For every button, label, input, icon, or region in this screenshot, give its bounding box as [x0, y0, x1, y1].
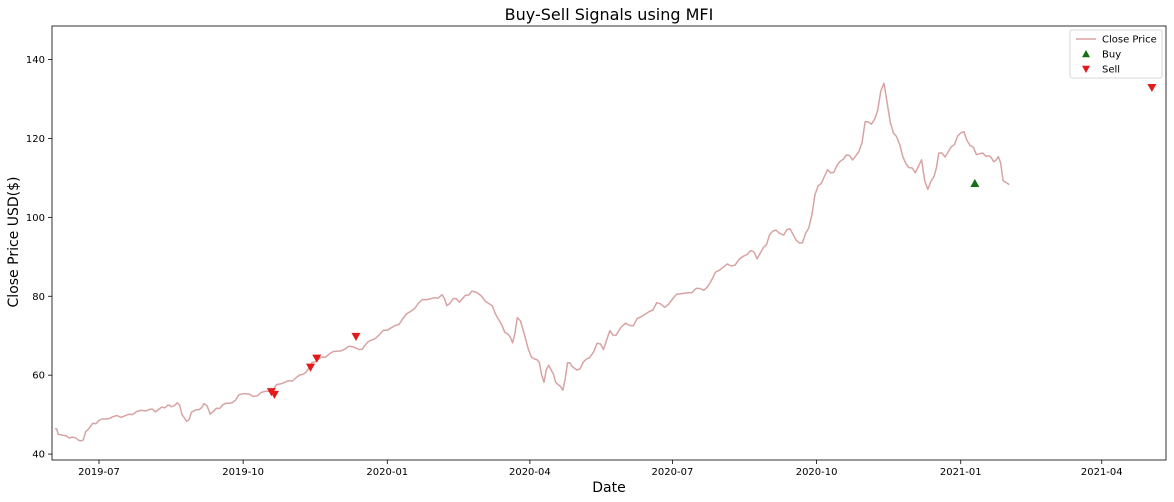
x-tick-label: 2020-01 — [366, 467, 408, 478]
y-axis-title: Close Price USD($) — [6, 177, 22, 308]
x-tick-label: 2020-10 — [796, 467, 838, 478]
y-tick-label: 100 — [26, 213, 45, 224]
legend-label: Sell — [1102, 65, 1120, 76]
y-axis: 40 60 80 100 120 140 — [26, 55, 52, 461]
y-tick-label: 60 — [32, 371, 45, 382]
x-axis: 2019-07 2019-10 2020-01 2020-04 2020-07 2020-… — [78, 460, 1123, 478]
chart-title: Buy-Sell Signals using MFI — [505, 5, 714, 24]
plot-area — [51, 25, 1167, 461]
x-tick-label: 2021-01 — [940, 467, 982, 478]
legend: Close Price Buy Sell — [1069, 29, 1163, 79]
x-tick-label: 2020-04 — [509, 467, 551, 478]
sell-marker — [269, 390, 279, 400]
y-tick-label: 40 — [32, 450, 45, 461]
legend-box — [1069, 29, 1163, 79]
x-tick-label: 2019-07 — [78, 467, 120, 478]
x-axis-title: Date — [592, 480, 625, 496]
sell-marker — [351, 332, 361, 342]
y-tick-label: 140 — [26, 55, 45, 66]
x-tick-label: 2021-04 — [1081, 467, 1123, 478]
buy-marker — [970, 178, 980, 188]
legend-swatch-sell — [1082, 65, 1090, 73]
series-layer — [54, 82, 1157, 442]
x-tick-label: 2019-10 — [222, 467, 264, 478]
sell-marker — [312, 354, 322, 363]
legend-label: Buy — [1102, 50, 1121, 61]
plot-frame — [51, 25, 1167, 461]
x-tick-label: 2020-07 — [652, 467, 694, 478]
legend-swatch-buy — [1082, 50, 1090, 58]
sell-marker — [306, 363, 316, 372]
legend-label: Close Price — [1102, 35, 1157, 46]
y-tick-label: 80 — [32, 292, 45, 303]
close-price-line — [54, 82, 1010, 442]
y-tick-label: 120 — [26, 134, 45, 145]
sell-marker — [1147, 83, 1157, 93]
